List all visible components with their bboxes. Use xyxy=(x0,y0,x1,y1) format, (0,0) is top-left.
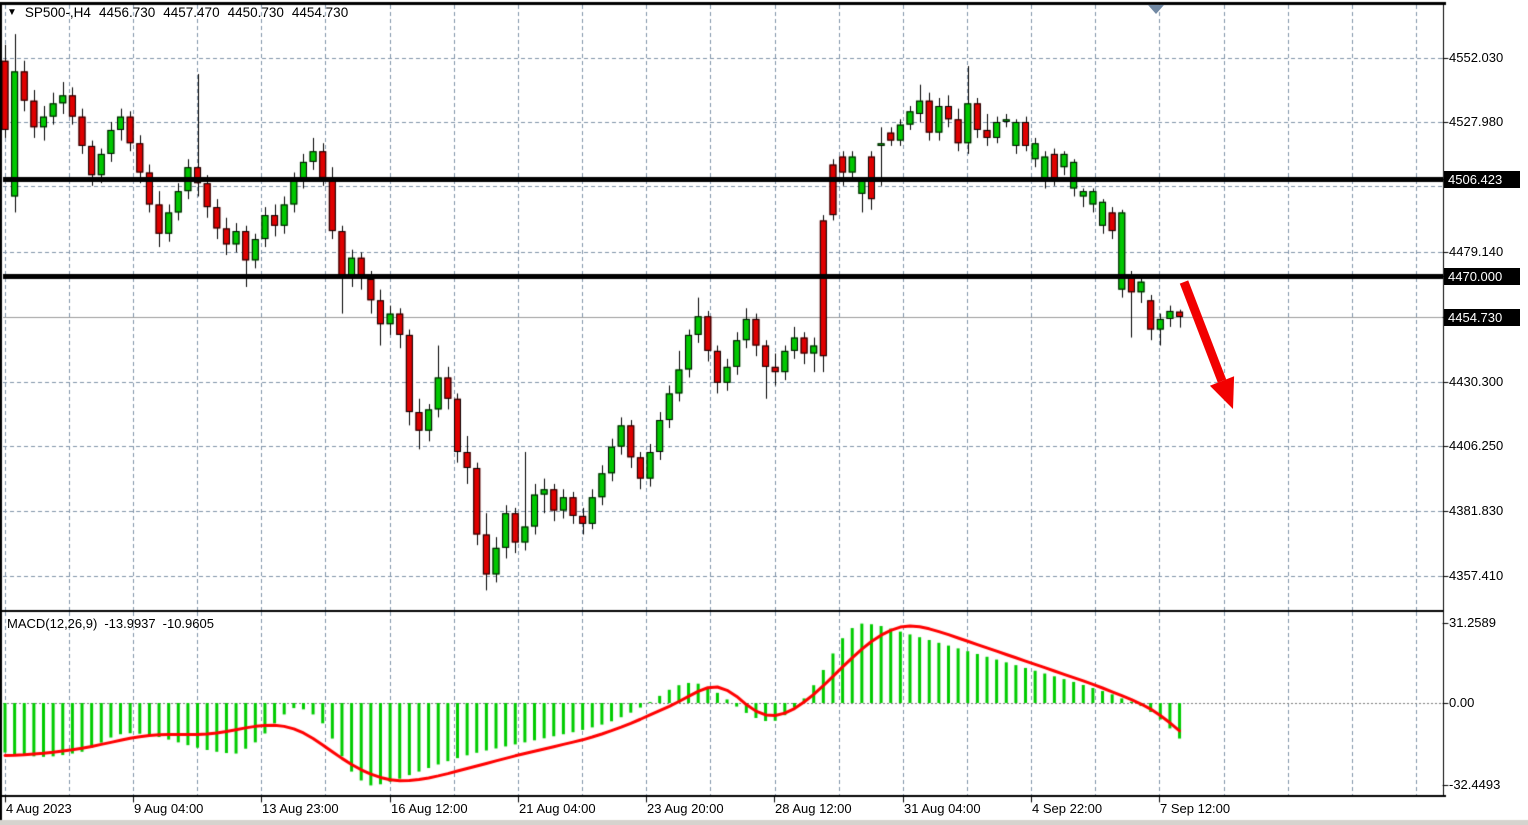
time-axis-label: 9 Aug 04:00 xyxy=(134,801,204,816)
time-axis-label: 28 Aug 12:00 xyxy=(775,801,852,816)
symbol-period-label: SP500-,H4 xyxy=(24,5,91,20)
price-level-badge: 4454.730 xyxy=(1444,309,1520,326)
chart-shift-marker-icon[interactable] xyxy=(1148,5,1164,14)
price-axis-label: 4406.250 xyxy=(1449,438,1504,453)
quote-header: ▼ SP500-,H4 4456.730 4457.470 4450.730 4… xyxy=(7,5,348,20)
symbol-dropdown-icon[interactable]: ▼ xyxy=(7,6,17,18)
time-axis-label: 23 Aug 20:00 xyxy=(647,801,724,816)
macd-label: MACD(12,26,9) xyxy=(7,616,98,631)
price-axis-label: 4430.300 xyxy=(1449,374,1504,389)
macd-signal-value: -10.9605 xyxy=(162,616,214,631)
price-axis-label: 4357.410 xyxy=(1449,568,1504,583)
macd-indicator-header: MACD(12,26,9) -13.9937 -10.9605 xyxy=(7,616,214,631)
price-axis-label: 4381.830 xyxy=(1449,503,1504,518)
time-axis-label: 4 Aug 2023 xyxy=(6,801,72,816)
quote-open: 4456.730 xyxy=(98,5,156,20)
quote-high: 4457.470 xyxy=(163,5,220,20)
macd-main-value: -13.9937 xyxy=(104,616,156,631)
macd-axis-label: 31.2589 xyxy=(1449,615,1496,630)
price-axis-label: 4552.030 xyxy=(1449,50,1504,65)
time-axis-label: 13 Aug 23:00 xyxy=(262,801,339,816)
time-axis-label: 7 Sep 12:00 xyxy=(1160,801,1231,816)
price-level-badge: 4506.423 xyxy=(1444,171,1520,188)
price-axis-label: 4479.140 xyxy=(1449,244,1504,259)
price-axis-label: 4527.980 xyxy=(1449,114,1504,129)
macd-axis-label: 0.00 xyxy=(1449,695,1475,710)
quote-low: 4450.730 xyxy=(227,5,284,20)
macd-axis-label: -32.4493 xyxy=(1449,777,1501,792)
time-axis-label: 4 Sep 22:00 xyxy=(1032,801,1103,816)
time-axis-label: 21 Aug 04:00 xyxy=(519,801,596,816)
time-axis-label: 16 Aug 12:00 xyxy=(391,801,468,816)
quote-close: 4454.730 xyxy=(291,5,349,20)
time-axis-label: 31 Aug 04:00 xyxy=(904,801,981,816)
price-level-badge: 4470.000 xyxy=(1444,268,1520,285)
